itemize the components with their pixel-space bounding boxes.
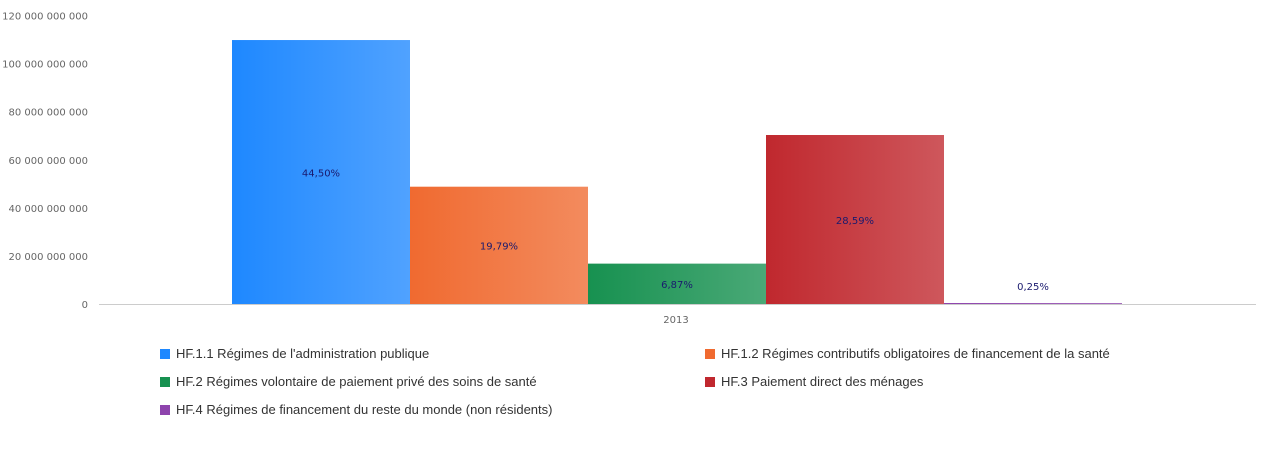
- legend-item-series-2[interactable]: HF.1.2 Régimes contributifs obligatoires…: [705, 344, 1160, 363]
- bar-series-2[interactable]: [410, 186, 588, 305]
- legend-item-series-3[interactable]: HF.2 Régimes volontaire de paiement priv…: [160, 372, 705, 391]
- legend-swatch: [705, 348, 715, 359]
- legend-swatch: [160, 404, 170, 415]
- legend-label: HF.4 Régimes de financement du reste du …: [176, 402, 553, 417]
- y-tick-label: 120 000 000 000: [2, 12, 88, 23]
- legend-label: HF.2 Régimes volontaire de paiement priv…: [176, 374, 537, 389]
- legend: HF.1.1 Régimes de l'administration publi…: [160, 344, 1160, 419]
- bar-series-5[interactable]: [944, 303, 1122, 305]
- bar-series-1[interactable]: [232, 40, 410, 305]
- bar-series-4[interactable]: [766, 135, 944, 305]
- bar-series-3[interactable]: [588, 263, 766, 305]
- bars: [232, 40, 1122, 305]
- data-label-series-3: 6,87%: [661, 280, 693, 291]
- legend-item-series-4[interactable]: HF.3 Paiement direct des ménages: [705, 372, 1160, 391]
- data-label-series-2: 19,79%: [480, 242, 518, 253]
- data-label-series-1: 44,50%: [302, 168, 340, 179]
- y-tick-label: 60 000 000 000: [8, 156, 88, 167]
- x-category-label: 2013: [663, 315, 688, 326]
- legend-label: HF.1.1 Régimes de l'administration publi…: [176, 346, 430, 361]
- data-labels: 44,50% 19,79% 6,87% 28,59% 0,25%: [302, 168, 1049, 293]
- legend-label: HF.3 Paiement direct des ménages: [721, 374, 924, 389]
- legend-swatch: [160, 376, 170, 387]
- y-tick-label: 40 000 000 000: [8, 204, 88, 215]
- y-axis: 0 20 000 000 000 40 000 000 000 60 000 000 …: [2, 12, 88, 312]
- y-tick-label: 100 000 000 000: [2, 60, 88, 71]
- legend-swatch: [705, 376, 715, 387]
- chart: 0 20 000 000 000 40 000 000 000 60 000 000 …: [2, 12, 1256, 326]
- legend-swatch: [160, 348, 170, 359]
- y-tick-label: 0: [82, 300, 88, 311]
- data-label-series-4: 28,59%: [836, 216, 874, 227]
- legend-label: HF.1.2 Régimes contributifs obligatoires…: [721, 346, 1110, 361]
- data-label-series-5: 0,25%: [1017, 282, 1049, 293]
- y-tick-label: 80 000 000 000: [8, 108, 88, 119]
- legend-item-series-1[interactable]: HF.1.1 Régimes de l'administration publi…: [160, 344, 705, 363]
- y-tick-label: 20 000 000 000: [8, 252, 88, 263]
- legend-item-series-5[interactable]: HF.4 Régimes de financement du reste du …: [160, 400, 705, 419]
